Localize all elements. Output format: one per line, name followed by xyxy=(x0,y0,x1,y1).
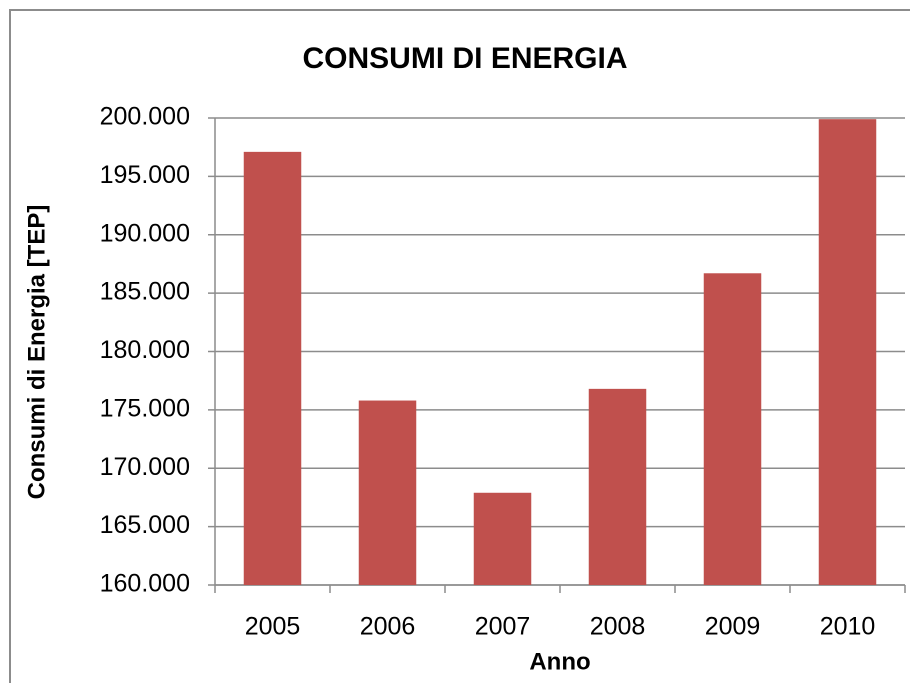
chart-title: CONSUMI DI ENERGIA xyxy=(302,42,627,75)
y-tick-label: 160.000 xyxy=(100,570,190,598)
x-tick-label: 2009 xyxy=(705,613,761,641)
y-tick-label: 180.000 xyxy=(100,336,190,364)
y-tick-label: 175.000 xyxy=(100,394,190,422)
x-tick-label: 2005 xyxy=(245,613,301,641)
x-tick-label: 2010 xyxy=(820,613,876,641)
y-tick-label: 170.000 xyxy=(100,453,190,481)
bar xyxy=(703,273,762,585)
x-axis-label: Anno xyxy=(529,648,590,675)
y-tick-label: 165.000 xyxy=(100,511,190,539)
y-tick-label: 190.000 xyxy=(100,219,190,247)
x-tick-label: 2008 xyxy=(590,613,646,641)
y-tick-label: 195.000 xyxy=(100,161,190,189)
y-tick-label: 200.000 xyxy=(100,103,190,131)
x-tick-label: 2007 xyxy=(475,613,531,641)
y-tick-label: 185.000 xyxy=(100,278,190,306)
bar xyxy=(818,119,877,585)
x-tick-label: 2006 xyxy=(360,613,416,641)
chart-frame xyxy=(9,9,910,683)
bar xyxy=(243,151,302,586)
bar xyxy=(473,492,532,585)
y-axis-label: Consumi di Energia [TEP] xyxy=(23,205,50,500)
bar xyxy=(588,388,647,585)
bar xyxy=(358,400,417,585)
